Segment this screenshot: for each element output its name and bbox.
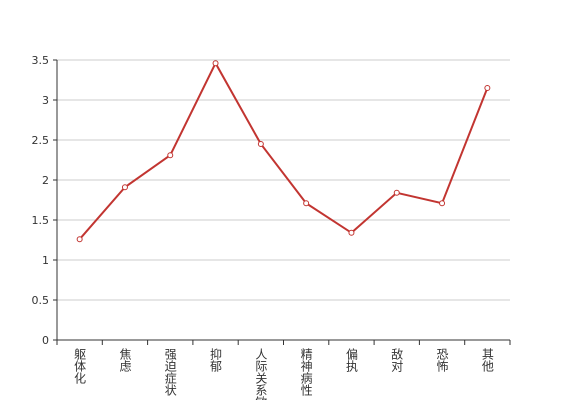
y-tick-label: 2 xyxy=(42,174,49,187)
line xyxy=(78,61,489,240)
y-tick-label: 1.5 xyxy=(32,214,50,227)
x-tick-label: 其他 xyxy=(480,348,494,372)
y-tick-label: 0 xyxy=(42,334,49,347)
point xyxy=(167,152,174,159)
point xyxy=(484,85,491,91)
x-tick-label: 精神病性 xyxy=(299,348,313,397)
y-tick-label: 3.5 xyxy=(32,54,50,67)
x-tick-label: 焦虑 xyxy=(118,348,132,372)
point xyxy=(76,236,83,243)
x-tick-label: 躯体化 xyxy=(73,347,87,385)
y-tick-label: 0.5 xyxy=(32,294,50,307)
point xyxy=(348,229,355,236)
point xyxy=(257,141,264,147)
point xyxy=(439,200,446,207)
x-tick-label: 抑郁 xyxy=(209,347,223,373)
x-tick-label: 恐怖 xyxy=(435,348,449,372)
point xyxy=(212,60,219,67)
x-tick-label: 强迫症状 xyxy=(163,348,177,396)
y-tick-label: 3 xyxy=(42,94,49,107)
point xyxy=(121,184,128,191)
point xyxy=(303,200,310,207)
x-tick-label: 敌对 xyxy=(390,347,404,372)
point xyxy=(393,189,400,196)
x-tick-label: 偏执 xyxy=(344,347,358,373)
x-tick-label: 人际关系敏感 xyxy=(254,348,268,400)
y-tick-label: 1 xyxy=(42,254,49,267)
y-tick-label: 2.5 xyxy=(32,134,50,147)
